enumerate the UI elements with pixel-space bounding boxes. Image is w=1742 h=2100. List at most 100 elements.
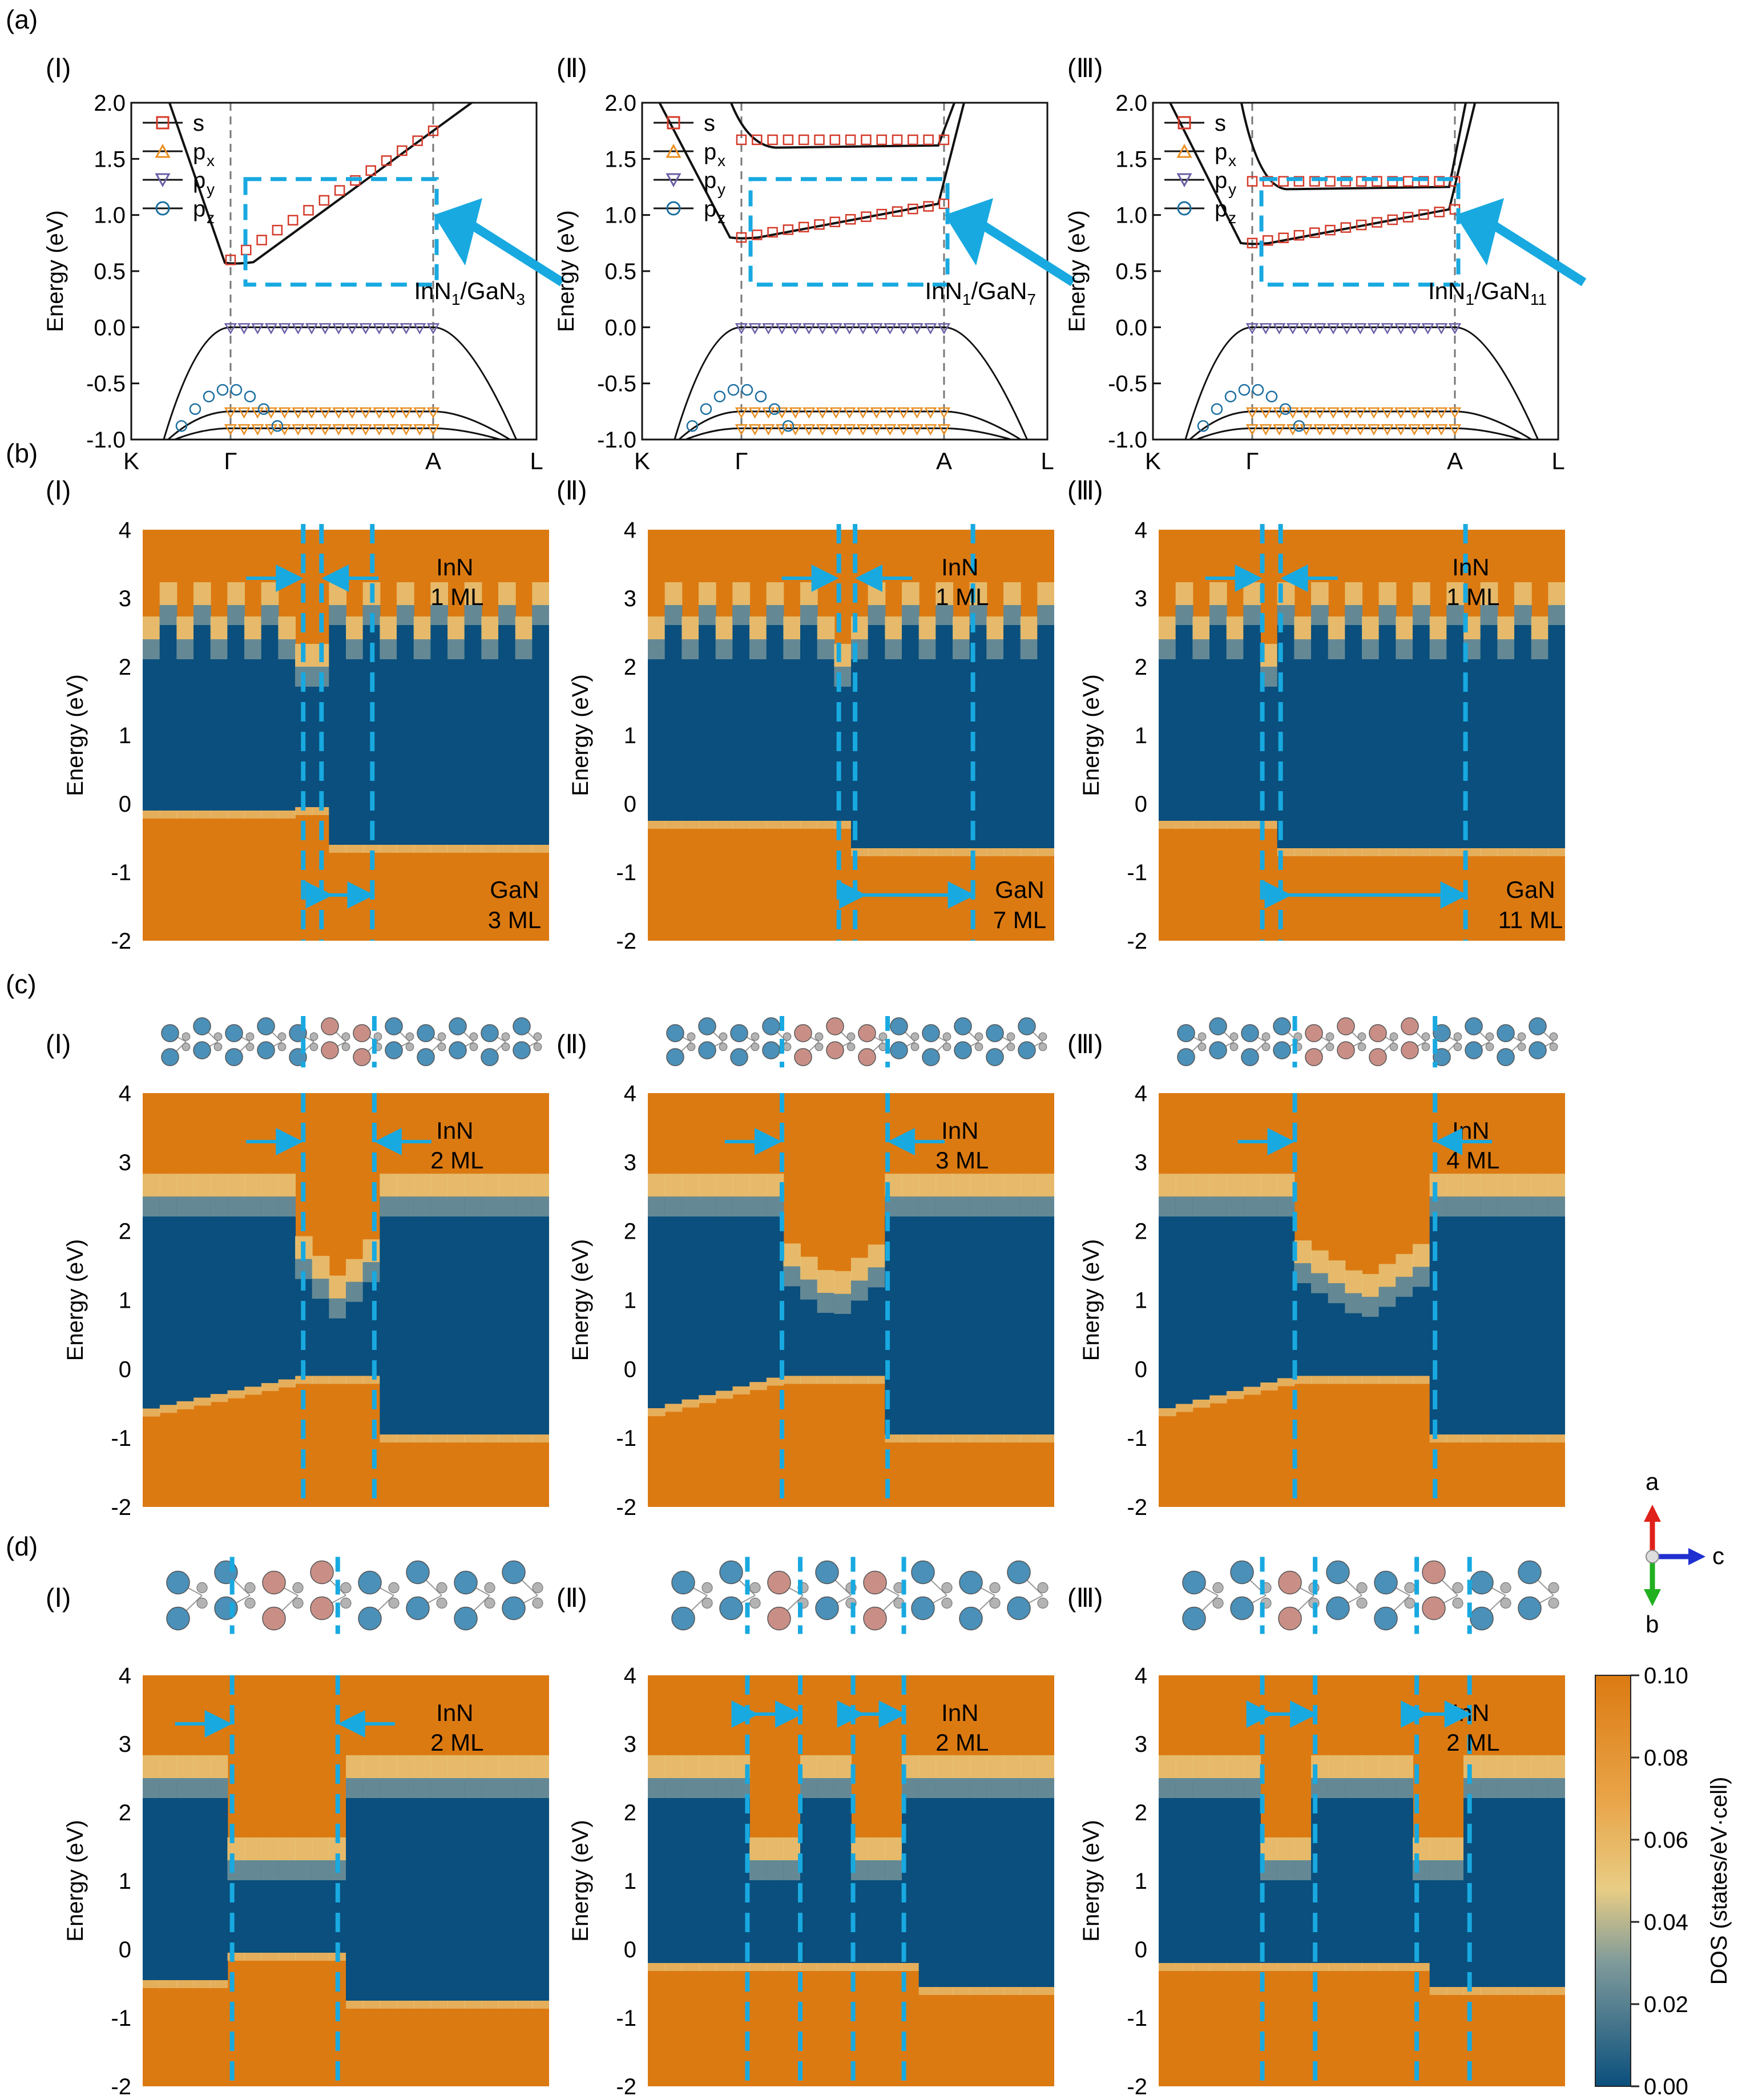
- n-atom: [1389, 1042, 1398, 1051]
- ga-atom: [666, 1024, 684, 1042]
- dos-edge: [953, 1196, 970, 1217]
- n-atom: [701, 1582, 713, 1594]
- dos-gap-column: [918, 1196, 937, 1435]
- dos-edge: [732, 582, 750, 605]
- s-marker: [365, 165, 376, 176]
- n-atom: [1453, 1032, 1462, 1041]
- dos-edge: [1514, 1987, 1532, 1995]
- py-marker: [413, 323, 426, 334]
- px-marker: [884, 407, 897, 419]
- pz-marker: [800, 439, 804, 440]
- s-marker: [845, 134, 856, 146]
- dos-edge: [732, 1963, 750, 1971]
- ytick-label: -1: [1127, 860, 1147, 885]
- dos-gap-column: [430, 1196, 448, 1435]
- dos-edge: [682, 1196, 699, 1217]
- dos-edge: [176, 1980, 194, 1988]
- dos-edge: [1243, 1196, 1261, 1217]
- dos-gap-column: [278, 1196, 296, 1380]
- dos-edge: [749, 1837, 767, 1860]
- ga-atom: [1518, 1560, 1542, 1585]
- px-marker: [237, 407, 251, 419]
- s-marker: [876, 208, 887, 220]
- dos-edge: [1311, 1376, 1329, 1384]
- dos-panel-b-1: (Ⅰ) 4 3 2 1 0 -1 -2 Energy (eV) InN1 ML GaN 3 ML: [46, 475, 549, 954]
- dos-edge: [1378, 1778, 1397, 1798]
- px-marker: [856, 407, 870, 419]
- kpoint-label: A: [936, 448, 952, 474]
- ga-atom: [719, 1596, 743, 1621]
- dos-gap-column: [1226, 1196, 1244, 1392]
- pz-marker: [289, 439, 293, 440]
- n-atom: [484, 1582, 495, 1594]
- py-marker: [278, 323, 291, 334]
- dos-gap-column: [261, 605, 279, 811]
- dos-gap-column: [1159, 639, 1176, 821]
- ga-atom: [385, 1041, 403, 1059]
- in-atom: [1278, 1570, 1302, 1595]
- py-marker: [224, 323, 237, 334]
- ga-atom: [719, 1560, 743, 1585]
- px-marker: [1259, 424, 1272, 436]
- dos-edge: [935, 1987, 953, 1995]
- dos-edge: [447, 1196, 465, 1217]
- in-atom: [767, 1570, 791, 1595]
- dos-edge: [227, 1196, 245, 1217]
- dos-edge: [1192, 821, 1210, 829]
- s-marker: [397, 145, 408, 156]
- dos-edge: [244, 811, 262, 819]
- in-atom: [1305, 1048, 1323, 1066]
- dos-edge: [986, 616, 1004, 639]
- y-axis-label: Energy (eV): [63, 674, 88, 796]
- pz-marker: [741, 384, 753, 396]
- dos-gap-column: [1037, 605, 1054, 848]
- highlight-arrow: [471, 222, 565, 287]
- dos-edge: [413, 1196, 432, 1217]
- dos-edge: [1003, 582, 1021, 605]
- ytick-label: -2: [111, 2074, 131, 2099]
- dos-edge: [699, 1174, 716, 1197]
- dos-gap-column: [176, 639, 194, 811]
- dos-edge: [1548, 1196, 1565, 1217]
- dos-edge: [1345, 1963, 1362, 1971]
- dos-edge: [1243, 1755, 1261, 1778]
- axis-b-head: [1644, 1589, 1661, 1606]
- dos-edge: [935, 848, 953, 856]
- dos-edge: [1413, 1376, 1430, 1384]
- in-atom: [794, 1048, 812, 1066]
- dos-edge: [464, 1434, 482, 1443]
- n-atom: [182, 1042, 191, 1051]
- highlight-arrow-head: [434, 198, 482, 266]
- dos-edge: [1446, 1434, 1464, 1443]
- dos-gap-column: [664, 605, 683, 821]
- pz-marker: [1252, 384, 1264, 396]
- y-axis-label: Energy (eV): [568, 1820, 593, 1941]
- dos-gap-column: [664, 1778, 683, 1963]
- n-atom: [751, 1032, 760, 1041]
- dos-gap-column: [1497, 1196, 1515, 1435]
- ga-atom: [406, 1596, 430, 1621]
- dos-edge: [817, 639, 835, 659]
- dos-edge: [1209, 1755, 1227, 1778]
- dos-gap-column: [1209, 1778, 1227, 1963]
- dos-gap-column: [430, 605, 448, 845]
- dos-edge: [210, 1174, 228, 1197]
- legend-s-symbol: [156, 116, 170, 130]
- dos-edge: [329, 1376, 346, 1384]
- n-atom: [532, 1582, 543, 1594]
- dos-edge: [1226, 1755, 1244, 1778]
- dos-edge: [885, 616, 902, 639]
- ytick-label: 4: [119, 1663, 131, 1688]
- s-marker: [767, 134, 778, 146]
- dos-gap-column: [935, 605, 953, 848]
- ga-atom: [1007, 1560, 1031, 1585]
- ytick-label: 2.0: [1115, 91, 1147, 116]
- dos-edge: [902, 848, 920, 856]
- dos-edge: [1020, 1987, 1038, 1995]
- dos-edge: [715, 639, 733, 659]
- dos-edge: [176, 616, 194, 639]
- ga-atom: [1177, 1024, 1195, 1042]
- dos-edge: [783, 821, 801, 829]
- dos-edge: [1311, 605, 1329, 625]
- py-marker: [1435, 323, 1448, 334]
